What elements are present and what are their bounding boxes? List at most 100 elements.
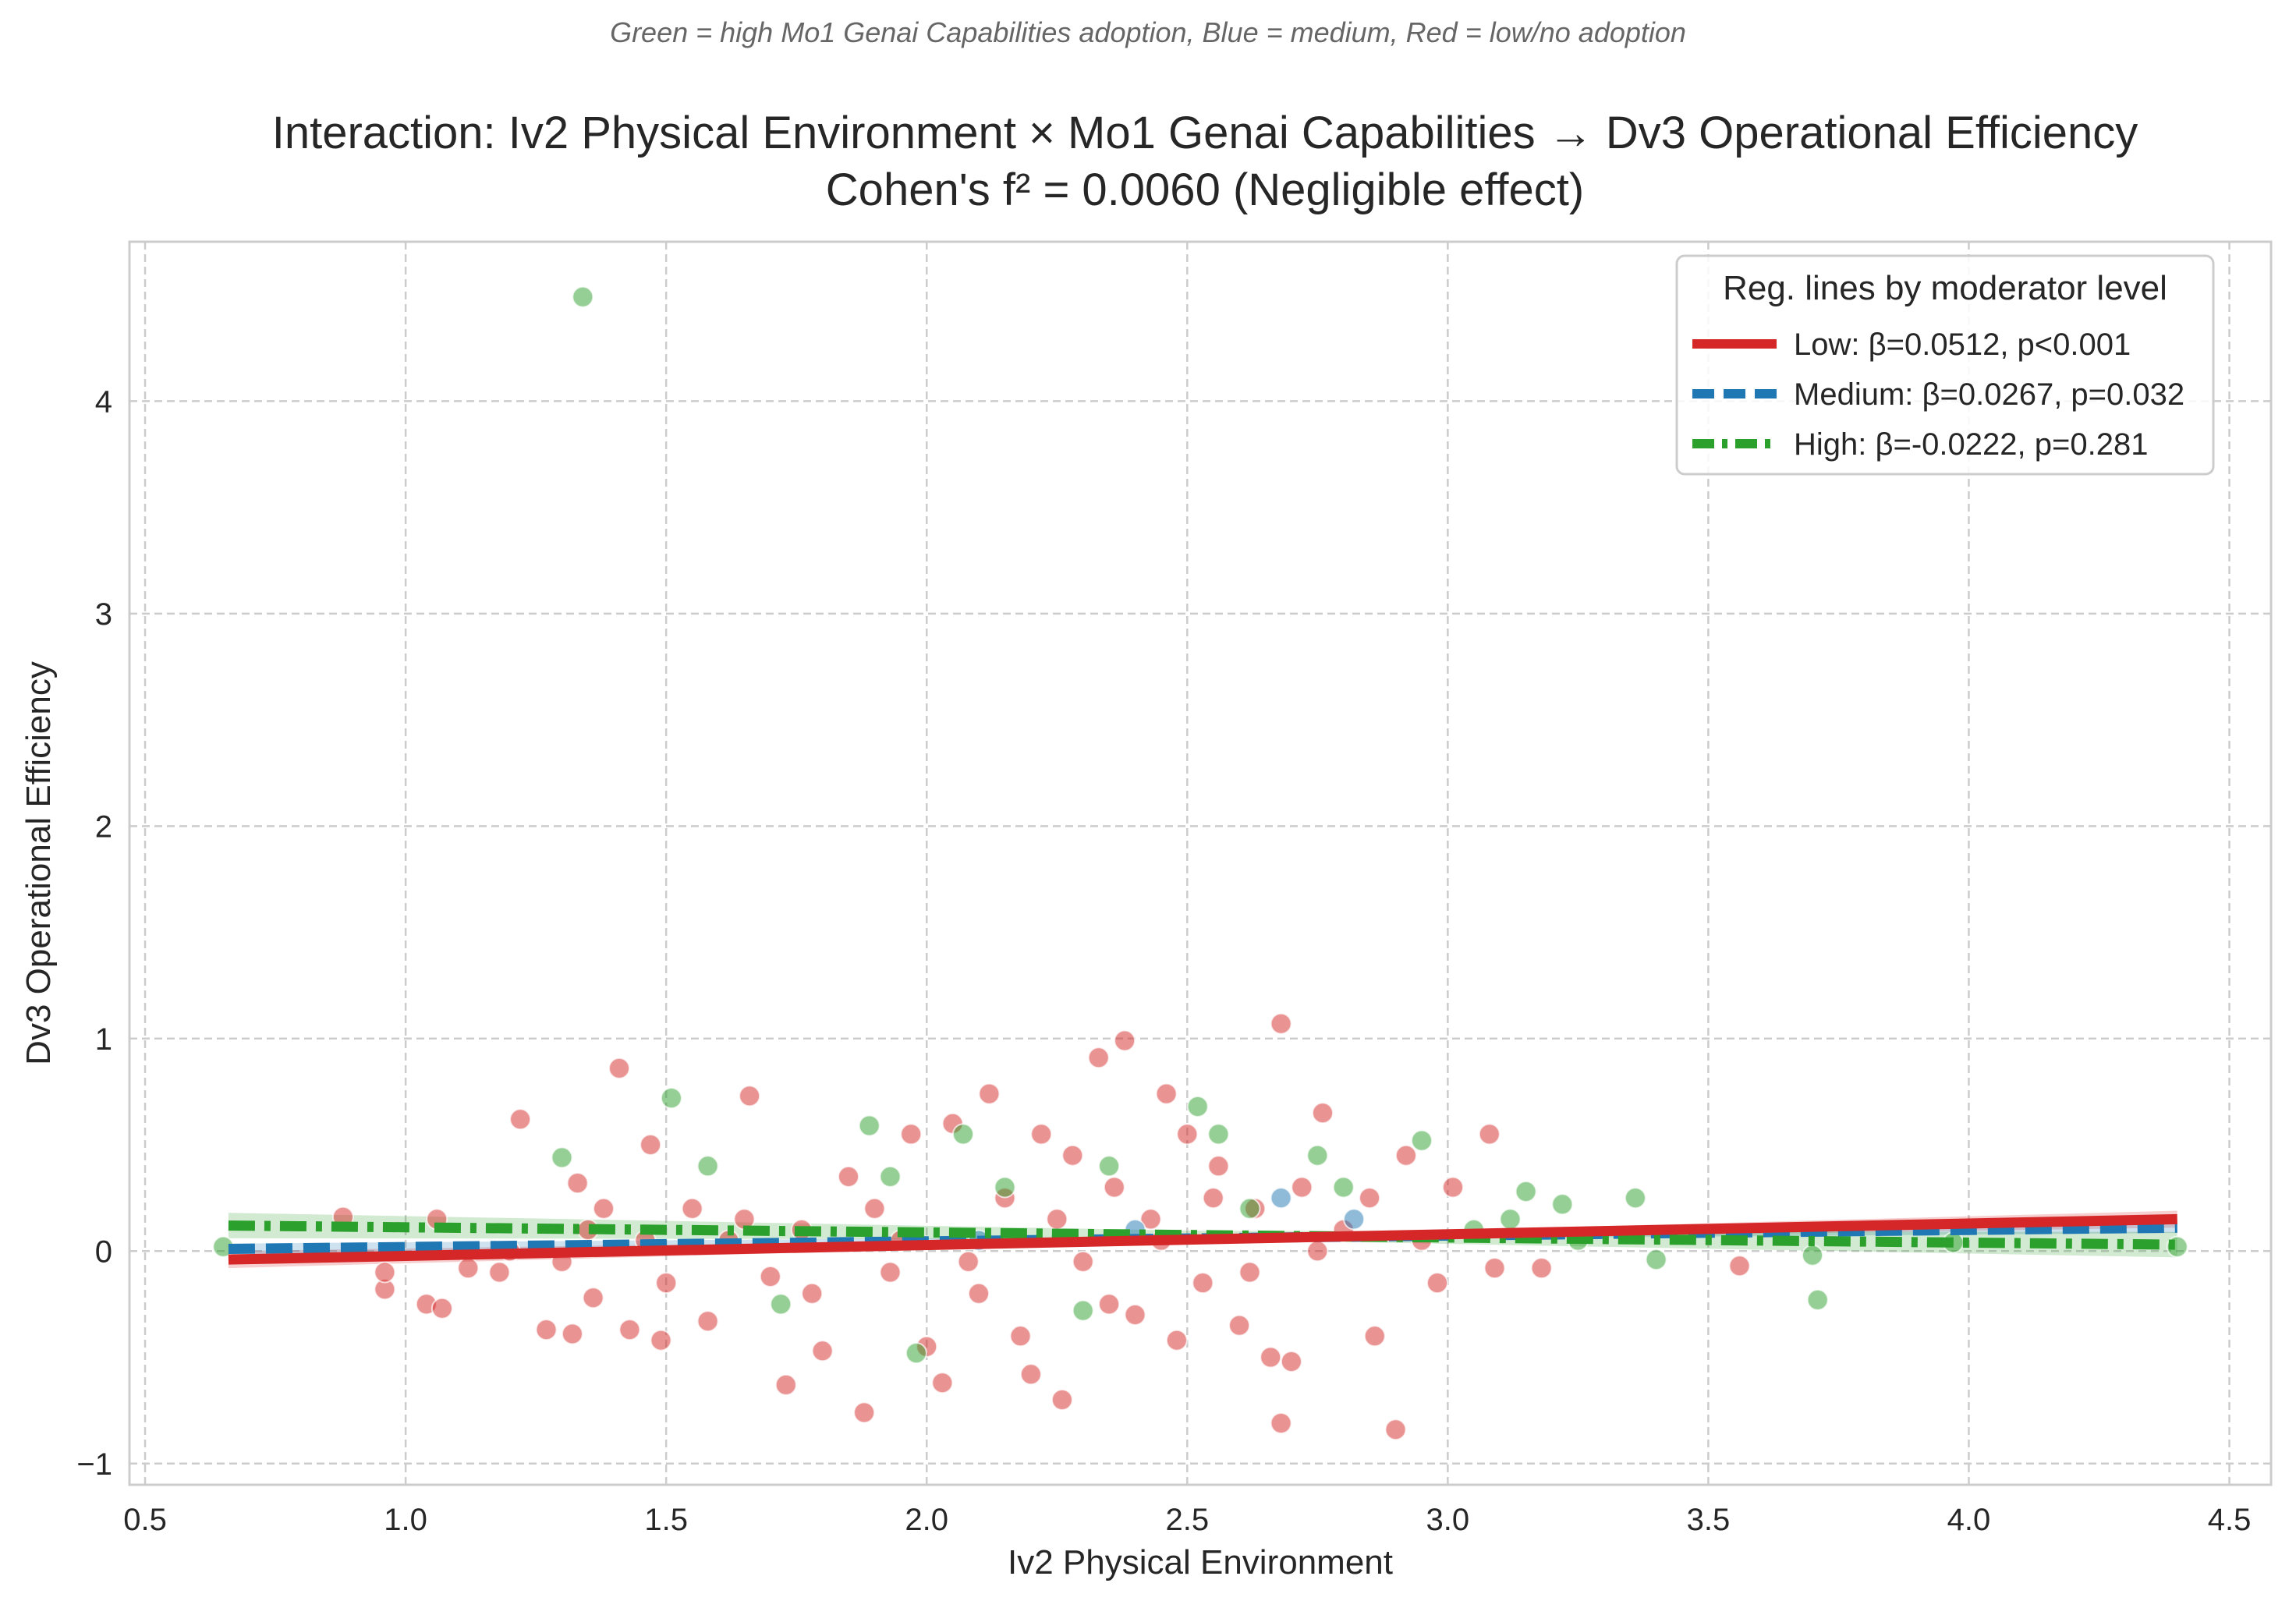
point-low xyxy=(696,1310,719,1333)
x-axis-label: Iv2 Physical Environment xyxy=(1008,1543,1393,1581)
point-high xyxy=(1806,1288,1829,1311)
point-high xyxy=(1238,1197,1261,1220)
point-high xyxy=(994,1176,1016,1199)
y-tick-label: −1 xyxy=(76,1447,112,1482)
x-tick-label: 2.0 xyxy=(905,1503,948,1537)
point-low xyxy=(1530,1257,1553,1280)
point-high xyxy=(1551,1193,1574,1216)
point-high xyxy=(1306,1144,1329,1167)
point-high xyxy=(551,1146,573,1169)
point-low xyxy=(1087,1047,1110,1069)
x-tick-label: 4.5 xyxy=(2208,1503,2252,1537)
point-low xyxy=(1270,1012,1292,1035)
point-low xyxy=(1019,1363,1042,1386)
legend-label-low: Low: β=0.0512, p<0.001 xyxy=(1794,328,2131,362)
point-low xyxy=(1238,1261,1261,1284)
point-low xyxy=(1728,1255,1751,1277)
point-low xyxy=(561,1323,583,1345)
point-low xyxy=(1009,1325,1032,1348)
point-low xyxy=(1051,1389,1073,1411)
point-low xyxy=(978,1082,1001,1105)
point-low xyxy=(1384,1419,1407,1441)
point-low xyxy=(1442,1176,1464,1199)
point-medium xyxy=(1343,1208,1366,1231)
point-low xyxy=(739,1085,761,1107)
point-high xyxy=(1411,1129,1433,1152)
point-low xyxy=(811,1340,834,1362)
point-low xyxy=(640,1134,662,1156)
point-low xyxy=(853,1401,876,1424)
point-low xyxy=(1124,1304,1146,1326)
point-low xyxy=(1061,1144,1084,1167)
y-tick-label: 4 xyxy=(95,384,112,419)
point-low xyxy=(900,1123,923,1146)
regression-line-low xyxy=(228,1213,2177,1265)
point-low xyxy=(593,1197,615,1220)
y-tick-label: 3 xyxy=(95,597,112,632)
legend: Reg. lines by moderator level Low: β=0.0… xyxy=(1675,254,2215,476)
point-low xyxy=(1114,1029,1136,1052)
chart-title: Interaction: Iv2 Physical Environment × … xyxy=(272,108,2138,158)
legend-label-high: High: β=-0.0222, p=0.281 xyxy=(1794,427,2148,462)
point-low xyxy=(957,1250,980,1273)
point-low xyxy=(1030,1123,1053,1146)
point-low xyxy=(374,1261,396,1284)
legend-entries: Low: β=0.0512, p<0.001 Medium: β=0.0267, … xyxy=(1692,328,2184,462)
x-tick-label: 2.5 xyxy=(1165,1503,1209,1537)
point-high xyxy=(696,1155,719,1178)
point-high xyxy=(1332,1176,1355,1199)
point-low xyxy=(1394,1144,1417,1167)
legend-title: Reg. lines by moderator level xyxy=(1723,269,2167,307)
point-low xyxy=(1260,1346,1282,1369)
point-low xyxy=(488,1261,511,1284)
y-axis-ticks: −1 0 1 2 3 4 xyxy=(76,384,112,1481)
x-axis-ticks: 0.5 1.0 1.5 2.0 2.5 3.0 3.5 4.0 4.5 xyxy=(123,1503,2251,1537)
point-low xyxy=(1359,1187,1381,1210)
point-low xyxy=(681,1197,703,1220)
point-low xyxy=(566,1172,589,1195)
point-low xyxy=(759,1266,781,1287)
point-low xyxy=(1139,1208,1162,1231)
point-low xyxy=(457,1257,480,1280)
point-high xyxy=(879,1165,902,1188)
point-low xyxy=(879,1261,902,1284)
point-low xyxy=(1426,1272,1448,1295)
point-low xyxy=(1306,1240,1329,1263)
point-high xyxy=(660,1087,682,1110)
scatter-points xyxy=(212,285,2188,1441)
y-tick-label: 1 xyxy=(95,1022,112,1057)
point-low xyxy=(1291,1176,1313,1199)
point-low xyxy=(608,1057,630,1079)
point-high xyxy=(1072,1299,1094,1322)
point-high xyxy=(770,1293,792,1316)
regression-line-high xyxy=(228,1220,2177,1250)
point-low xyxy=(1363,1325,1386,1348)
point-low xyxy=(931,1372,954,1394)
point-low xyxy=(1202,1187,1224,1210)
point-high xyxy=(1645,1249,1667,1271)
x-tick-label: 3.5 xyxy=(1687,1503,1731,1537)
point-low xyxy=(968,1282,990,1305)
y-tick-label: 2 xyxy=(95,809,112,844)
point-high xyxy=(858,1114,880,1137)
chart-note: Green = high Mo1 Genai Capabilities adop… xyxy=(610,16,1686,48)
point-high xyxy=(1207,1123,1230,1146)
point-low xyxy=(655,1272,678,1295)
point-low xyxy=(801,1282,824,1305)
point-high xyxy=(1515,1181,1537,1202)
point-high xyxy=(1098,1155,1121,1178)
point-low xyxy=(618,1319,641,1341)
point-low xyxy=(1046,1208,1068,1231)
x-tick-label: 0.5 xyxy=(123,1503,167,1537)
point-low xyxy=(1483,1257,1506,1280)
x-tick-label: 1.5 xyxy=(644,1503,688,1537)
point-low xyxy=(650,1329,672,1351)
point-low xyxy=(1312,1102,1334,1125)
point-medium xyxy=(1270,1187,1292,1210)
point-high xyxy=(572,285,594,308)
point-low xyxy=(1280,1351,1302,1372)
point-low xyxy=(1165,1329,1188,1351)
point-low xyxy=(1228,1314,1251,1337)
